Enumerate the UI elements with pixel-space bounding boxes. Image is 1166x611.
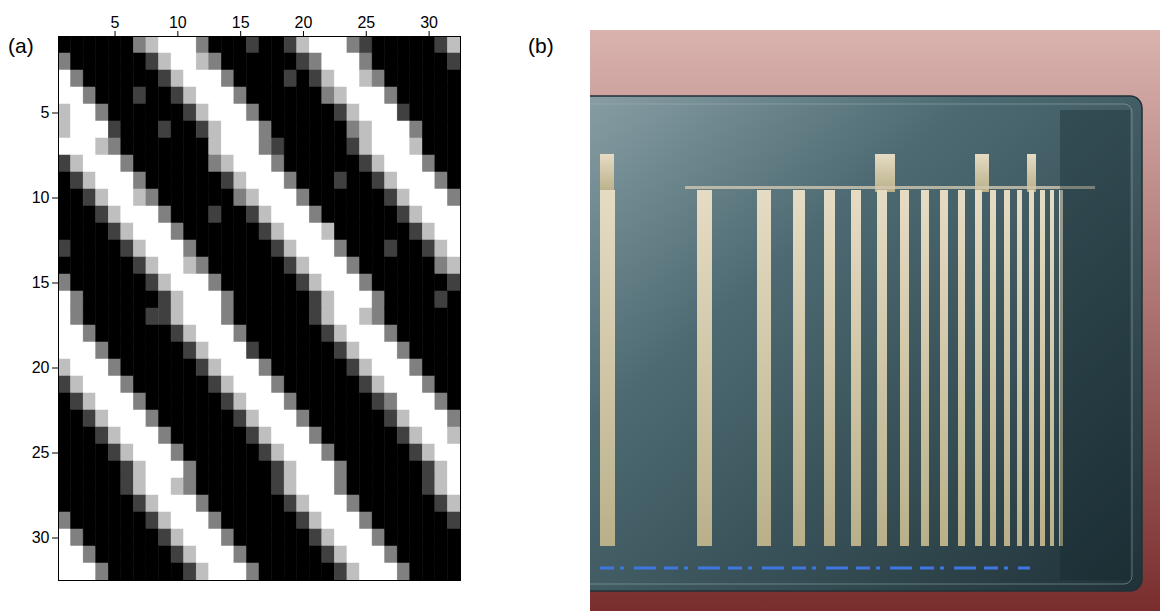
svg-text:30: 30 [32, 529, 50, 546]
svg-text:20: 20 [32, 359, 50, 376]
svg-text:5: 5 [41, 104, 50, 121]
svg-text:25: 25 [357, 14, 375, 31]
html-text:(b): (b) [528, 34, 554, 57]
svg-text:15: 15 [232, 14, 250, 31]
html-text:(a): (a) [8, 34, 34, 57]
svg-text:20: 20 [295, 14, 313, 31]
svg-text:10: 10 [32, 189, 50, 206]
svg-text:25: 25 [32, 444, 50, 461]
svg-text:15: 15 [32, 274, 50, 291]
svg-text:10: 10 [169, 14, 187, 31]
svg-text:5: 5 [111, 14, 120, 31]
svg-text:30: 30 [420, 14, 438, 31]
